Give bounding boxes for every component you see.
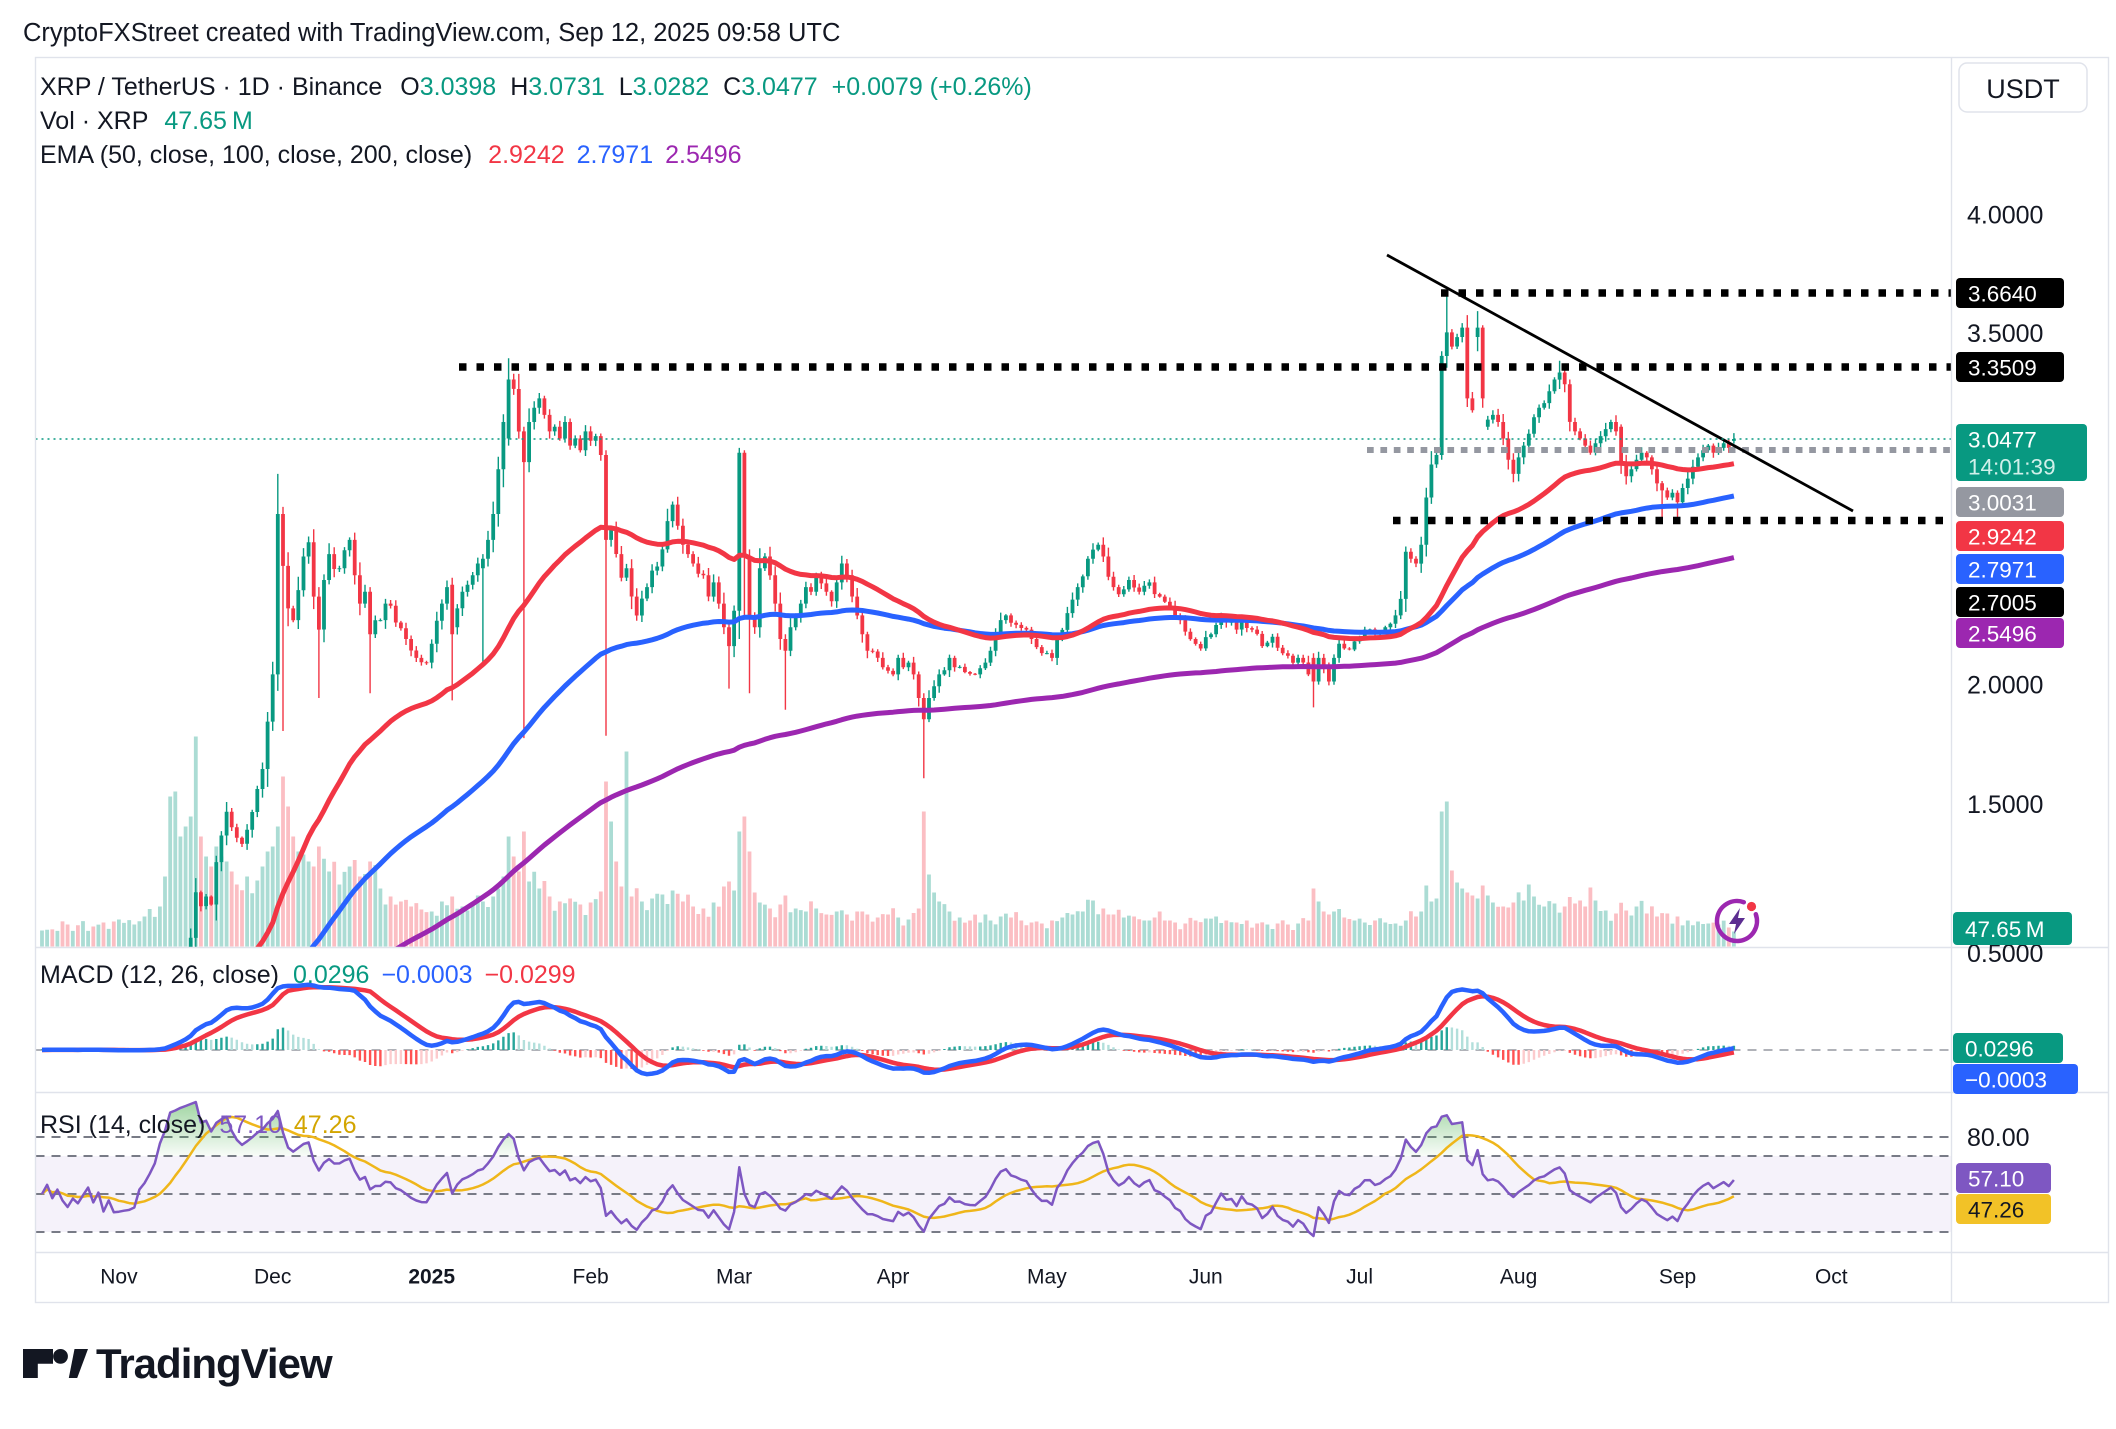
- svg-text:0.0296: 0.0296: [1965, 1037, 2034, 1062]
- svg-text:2.0000: 2.0000: [1967, 672, 2043, 700]
- svg-text:Nov: Nov: [100, 1266, 138, 1289]
- svg-text:Dec: Dec: [254, 1266, 291, 1289]
- svg-text:3.0477: 3.0477: [1968, 428, 2037, 453]
- svg-text:Mar: Mar: [716, 1266, 752, 1289]
- svg-text:Oct: Oct: [1815, 1266, 1848, 1289]
- svg-text:47.26: 47.26: [1968, 1198, 2024, 1223]
- svg-text:1.5000: 1.5000: [1967, 791, 2043, 819]
- svg-text:May: May: [1027, 1266, 1067, 1289]
- svg-text:Aug: Aug: [1500, 1266, 1537, 1289]
- svg-text:2.7971: 2.7971: [1968, 558, 2037, 583]
- svg-text:Sep: Sep: [1659, 1266, 1696, 1289]
- svg-text:14:01:39: 14:01:39: [1968, 455, 2056, 480]
- svg-text:3.0031: 3.0031: [1968, 491, 2037, 516]
- svg-text:−0.0003: −0.0003: [1965, 1068, 2047, 1093]
- svg-text:80.00: 80.00: [1967, 1124, 2030, 1152]
- svg-text:2025: 2025: [408, 1266, 455, 1289]
- svg-text:MACD (12, 26, close)0.0296−0.0: MACD (12, 26, close) 0.0296 −0.0003 −0.0299: [40, 961, 576, 989]
- svg-text:CryptoFXStreet created with Tr: CryptoFXStreet created with TradingView.…: [23, 19, 840, 47]
- svg-text:3.6640: 3.6640: [1968, 282, 2037, 307]
- svg-text:57.10: 57.10: [1968, 1167, 2024, 1192]
- svg-text:47.65 M: 47.65 M: [1965, 917, 2045, 942]
- svg-text:2.5496: 2.5496: [1968, 622, 2037, 647]
- svg-text:2.7005: 2.7005: [1968, 591, 2037, 616]
- svg-text:USDT: USDT: [1986, 74, 2060, 104]
- svg-text:EMA (50, close, 100, close, 20: EMA (50, close, 100, close, 200, close) 2…: [40, 141, 742, 169]
- svg-text:Feb: Feb: [573, 1266, 609, 1289]
- svg-text:TradingView: TradingView: [96, 1340, 333, 1387]
- svg-text:Apr: Apr: [877, 1266, 910, 1289]
- svg-text:3.3509: 3.3509: [1968, 356, 2037, 381]
- svg-text:Jul: Jul: [1346, 1266, 1373, 1289]
- svg-text:4.0000: 4.0000: [1967, 201, 2043, 229]
- svg-text:3.5000: 3.5000: [1967, 320, 2043, 348]
- svg-text:Jun: Jun: [1189, 1266, 1223, 1289]
- svg-text:2.9242: 2.9242: [1968, 525, 2037, 550]
